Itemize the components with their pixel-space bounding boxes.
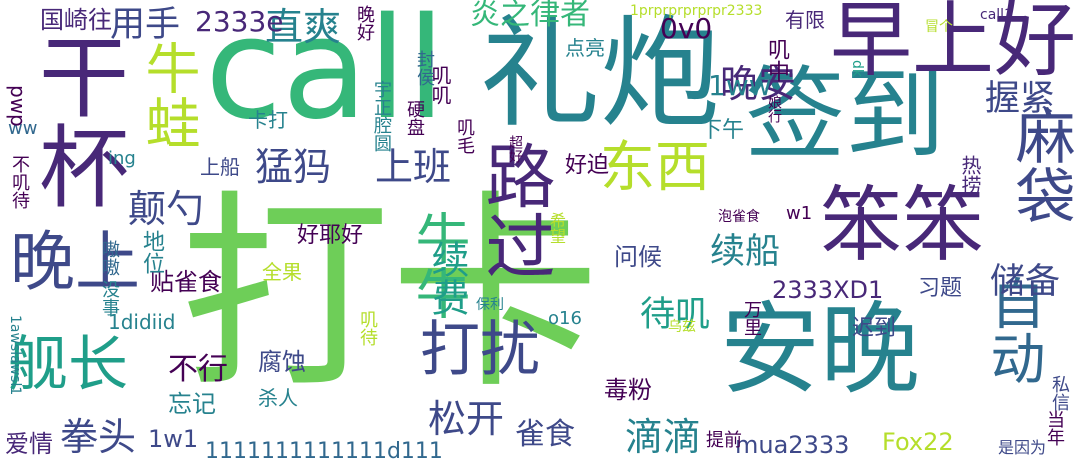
word-6: 早上好 xyxy=(830,0,1077,88)
word-32: 待叽 xyxy=(640,295,711,335)
word-29: 松开 xyxy=(428,397,505,441)
word-42: 好迫 xyxy=(565,153,610,178)
word-71: 没事 xyxy=(99,280,120,316)
word-25: 颠勺 xyxy=(128,187,205,231)
word-57: 习题 xyxy=(918,276,963,301)
word-19: 上班 xyxy=(375,145,452,189)
word-72: 不叽待 xyxy=(9,155,30,209)
word-83: 是因为 xyxy=(998,438,1047,457)
word-52: 卡打 xyxy=(248,108,288,132)
word-31: 滴滴 xyxy=(625,415,702,459)
word-16: 牛蛙 xyxy=(136,40,200,150)
word-87: 叽待 xyxy=(357,310,378,346)
word-14: 自动 xyxy=(981,275,1045,385)
word-82: 当年 xyxy=(1044,410,1065,446)
word-76: 1awslawsl1 xyxy=(7,315,23,396)
word-68: 宇正腔圆 xyxy=(371,80,392,152)
word-51: 国崎往 xyxy=(40,6,112,34)
word-44: 忘记 xyxy=(168,390,216,418)
word-47: mua2333 xyxy=(735,431,850,459)
word-88: 泡雀食 xyxy=(718,209,760,225)
word-92: call1 xyxy=(980,7,1013,23)
word-18: 猛犸 xyxy=(255,145,332,189)
word-80: 万里 xyxy=(741,300,762,336)
word-9: 路过 xyxy=(474,140,556,280)
word-4: 签到 xyxy=(745,56,945,173)
word-75: ing xyxy=(108,148,136,169)
word-61: 下午 xyxy=(700,118,745,143)
word-54: 地位 xyxy=(139,230,164,274)
word-53: 上船 xyxy=(200,155,240,179)
word-38: 2333XD1 xyxy=(772,276,884,304)
word-21: 直爽 xyxy=(265,5,342,49)
word-40: 好耶好 xyxy=(297,223,364,248)
word-2: call xyxy=(205,0,446,151)
word-55: 杀人 xyxy=(258,386,298,410)
word-63: 点亮 xyxy=(565,36,605,60)
word-34: 不行 xyxy=(168,352,228,387)
word-17: 牛牛 xyxy=(406,210,470,320)
word-13: 麻袋 xyxy=(1005,105,1075,225)
word-12: 打扰 xyxy=(420,315,540,385)
word-70: 嗷嗷 xyxy=(99,240,120,276)
word-93: 冒个 xyxy=(925,19,953,35)
word-26: 续费 xyxy=(425,240,469,316)
word-45: 毒粉 xyxy=(604,376,652,404)
word-95: 1prprprprprpr2333 xyxy=(630,3,763,19)
word-69: 硬盘 xyxy=(404,100,425,136)
word-60: 有限 xyxy=(785,8,825,32)
word-37: 1ww xyxy=(708,69,772,102)
word-28: 储备 xyxy=(990,262,1061,302)
word-41: 问候 xyxy=(614,243,662,271)
word-22: 炎之律者 xyxy=(470,0,590,32)
word-56: 全果 xyxy=(262,260,302,284)
word-85: 乌兹 xyxy=(668,319,696,335)
word-94: dk xyxy=(849,60,865,77)
word-48: Fox22 xyxy=(882,428,954,456)
word-35: 2333e xyxy=(195,5,284,38)
word-90: 娘行 xyxy=(766,95,782,123)
word-58: 迟到 xyxy=(852,316,897,341)
word-33: 雀食 xyxy=(515,417,575,452)
word-43: 腐蚀 xyxy=(258,348,306,376)
word-64: 叽叽 xyxy=(428,65,452,105)
word-23: 用手 xyxy=(110,5,181,45)
word-3: 礼炮 xyxy=(480,5,720,144)
word-7: 笨笨 xyxy=(820,178,985,273)
word-77: 1didiid xyxy=(108,310,176,334)
word-11: 舰长 xyxy=(8,330,128,400)
word-73: ww xyxy=(8,118,38,139)
word-65: 叽毛 xyxy=(454,118,475,154)
word-50: 爱情 xyxy=(5,430,53,458)
word-1: 打卡 xyxy=(180,172,601,417)
word-91: 超好 xyxy=(507,135,523,163)
word-30: 拳头 xyxy=(60,415,137,459)
word-46: 1w1 xyxy=(148,425,199,453)
word-36: 0v0 xyxy=(660,12,713,45)
word-27: 续船 xyxy=(710,232,781,272)
word-86: 保利 xyxy=(476,297,504,313)
word-89: 希望 xyxy=(547,212,566,244)
word-74: pwp xyxy=(6,85,30,127)
word-8: 干杯 xyxy=(23,30,128,210)
word-81: 私信 xyxy=(1049,375,1070,411)
word-15: 东西 xyxy=(600,135,711,199)
word-79: w1 xyxy=(786,203,813,224)
word-84: 提前 xyxy=(706,430,742,451)
word-78: o16 xyxy=(548,308,582,329)
word-39: 贴雀食 xyxy=(150,268,222,296)
word-49: 1111111111111d111 xyxy=(205,439,443,463)
word-24: 握紧 xyxy=(985,79,1056,119)
word-67: 封侯 xyxy=(414,50,435,86)
word-10: 晚上 xyxy=(10,225,141,300)
word-66: 晚好 xyxy=(354,5,375,41)
word-59: 热捞 xyxy=(958,155,982,195)
word-20: 晚安 xyxy=(720,62,797,106)
word-5: 安晚 xyxy=(720,291,920,408)
word-62: 叽中 xyxy=(764,38,789,82)
